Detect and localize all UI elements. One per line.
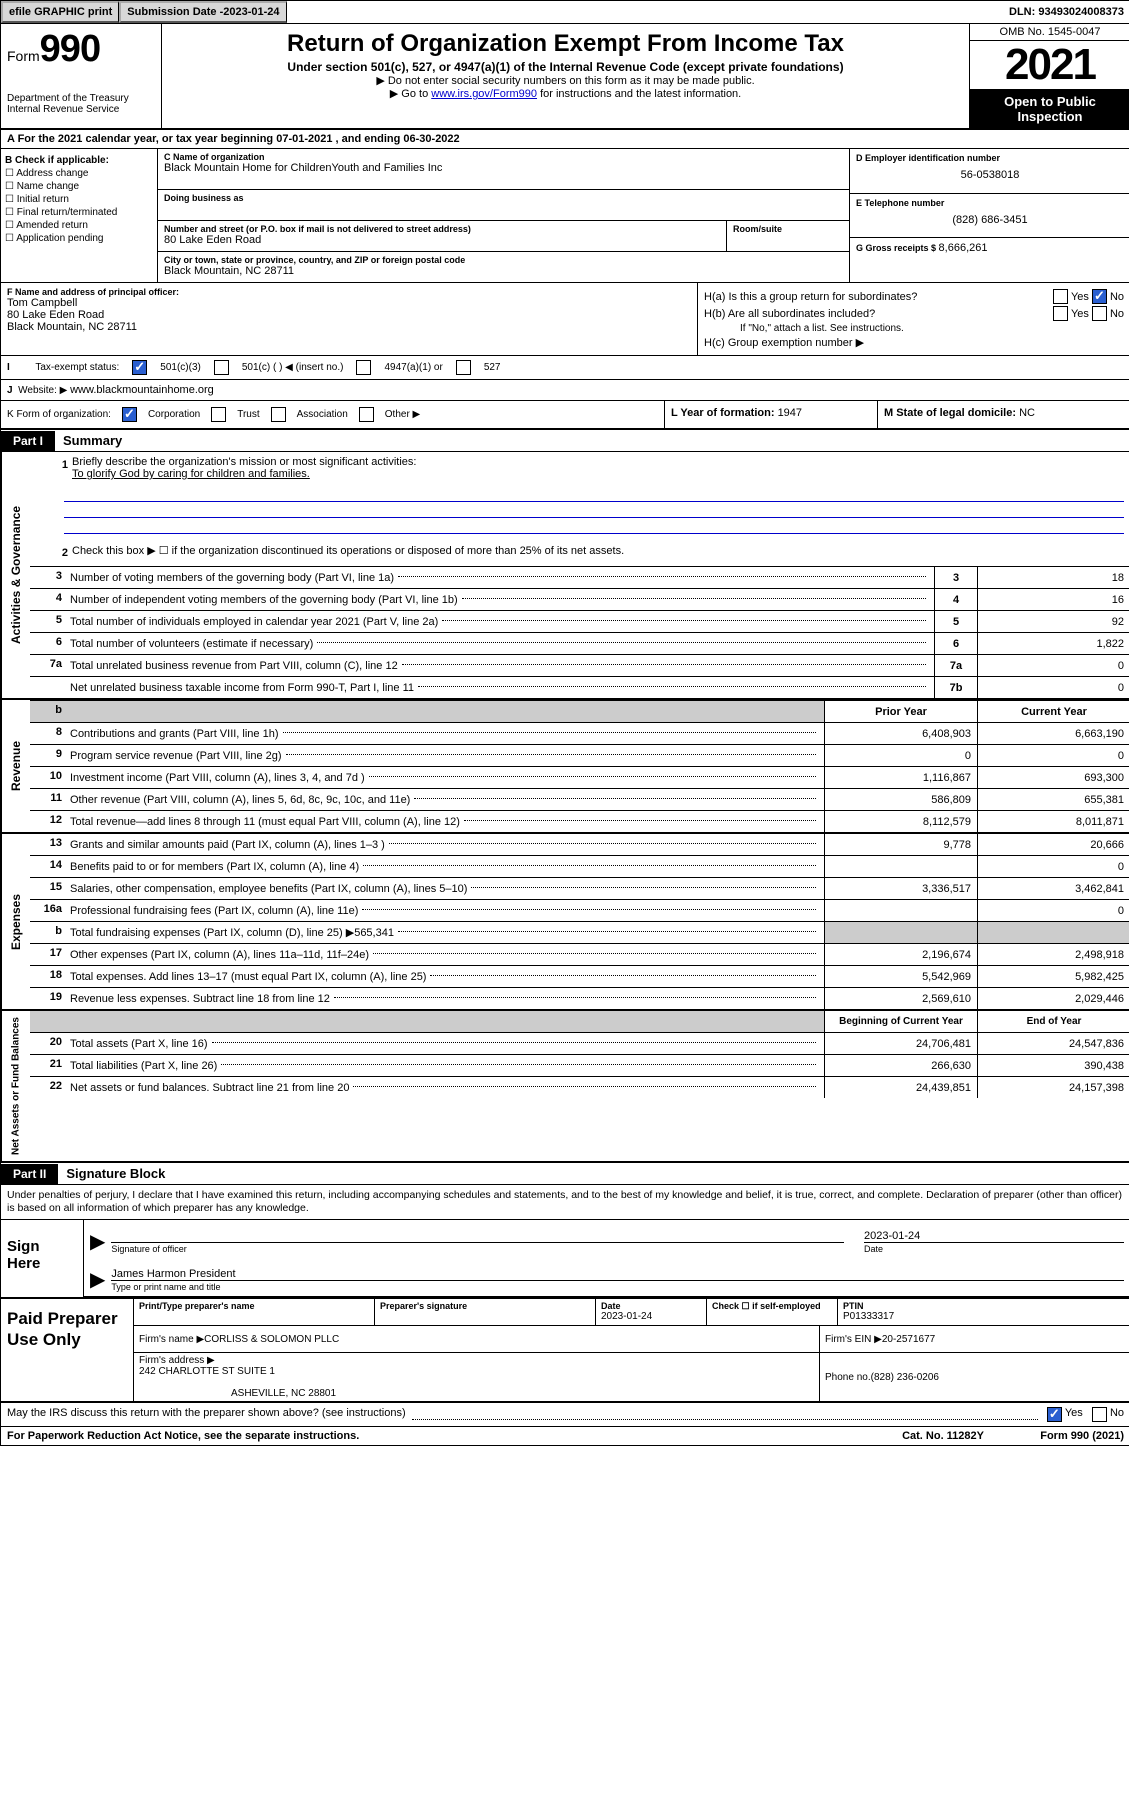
officer-name: Tom Campbell (7, 297, 691, 309)
summary-line: 17Other expenses (Part IX, column (A), l… (30, 944, 1129, 966)
summary-line: 20Total assets (Part X, line 16)24,706,4… (30, 1033, 1129, 1055)
signature-date: 2023-01-24 (864, 1230, 1124, 1242)
discuss-row: May the IRS discuss this return with the… (1, 1403, 1129, 1426)
efile-print-button[interactable]: efile GRAPHIC print (1, 1, 119, 23)
preparer-date: 2023-01-24 (601, 1311, 701, 1322)
summary-line: 11Other revenue (Part VIII, column (A), … (30, 789, 1129, 811)
section-net-assets: Net Assets or Fund Balances Beginning of… (1, 1011, 1129, 1163)
row-i: I Tax-exempt status: 501(c)(3) 501(c) ( … (1, 356, 1129, 380)
department-label: Department of the Treasury Internal Reve… (7, 93, 155, 115)
year-of-formation: 1947 (778, 407, 802, 419)
part1-header: Part I Summary (1, 430, 1129, 452)
organization-name: Black Mountain Home for ChildrenYouth an… (164, 162, 843, 174)
501c3-checkbox[interactable] (132, 360, 147, 375)
summary-line: 13Grants and similar amounts paid (Part … (30, 834, 1129, 856)
form-990-page: efile GRAPHIC print Submission Date - 20… (0, 0, 1129, 1446)
section-expenses: Expenses 13Grants and similar amounts pa… (1, 834, 1129, 1011)
firm-phone: (828) 236-0206 (871, 1372, 939, 1383)
part2-header: Part II Signature Block (1, 1163, 1129, 1185)
goto-notice: ▶ Go to www.irs.gov/Form990 for instruct… (170, 87, 961, 100)
tax-year-begin: 07-01-2021 (276, 133, 332, 145)
summary-line: 21Total liabilities (Part X, line 26)266… (30, 1055, 1129, 1077)
street-address: 80 Lake Eden Road (164, 234, 720, 246)
summary-line: 5Total number of individuals employed in… (30, 611, 1129, 633)
form-title: Return of Organization Exempt From Incom… (170, 30, 961, 58)
form-number: Form990 (7, 28, 155, 71)
omb-number: OMB No. 1545-0047 (970, 24, 1129, 41)
summary-line: 7aTotal unrelated business revenue from … (30, 655, 1129, 677)
irs-link[interactable]: www.irs.gov/Form990 (431, 88, 537, 100)
catalog-number: Cat. No. 11282Y (902, 1430, 984, 1442)
tax-year: 2021 (970, 41, 1129, 90)
dln-value: DLN: 93493024008373 (1003, 1, 1129, 23)
summary-line: bTotal fundraising expenses (Part IX, co… (30, 922, 1129, 944)
summary-line: Net unrelated business taxable income fr… (30, 677, 1129, 698)
city-state-zip: Black Mountain, NC 28711 (164, 265, 843, 277)
row-f-h: F Name and address of principal officer:… (1, 283, 1129, 356)
ha-no-checkbox[interactable] (1092, 289, 1107, 304)
state-domicile: NC (1019, 407, 1035, 419)
firm-name: CORLISS & SOLOMON PLLC (204, 1334, 339, 1345)
form-header: Form990 Department of the Treasury Inter… (1, 24, 1129, 130)
summary-line: 9Program service revenue (Part VIII, lin… (30, 745, 1129, 767)
submission-date-value: 2023-01-24 (223, 6, 279, 18)
corporation-checkbox[interactable] (122, 407, 137, 422)
summary-line: 4Number of independent voting members of… (30, 589, 1129, 611)
firm-address: 242 CHARLOTTE ST SUITE 1 (139, 1366, 814, 1377)
section-identity: B Check if applicable: ☐ Address change … (1, 149, 1129, 283)
summary-line: 3Number of voting members of the governi… (30, 567, 1129, 589)
signature-block: Under penalties of perjury, I declare th… (1, 1185, 1129, 1299)
section-activities-governance: Activities & Governance 1 Briefly descri… (1, 452, 1129, 700)
paid-preparer-block: Paid Preparer Use Only Print/Type prepar… (1, 1299, 1129, 1403)
footer: For Paperwork Reduction Act Notice, see … (1, 1426, 1129, 1445)
summary-line: 8Contributions and grants (Part VIII, li… (30, 723, 1129, 745)
top-bar: efile GRAPHIC print Submission Date - 20… (1, 1, 1129, 24)
section-revenue: Revenue b Prior Year Current Year 8Contr… (1, 700, 1129, 834)
gross-receipts: 8,666,261 (939, 242, 988, 254)
submission-date-button[interactable]: Submission Date - 2023-01-24 (119, 1, 286, 23)
submission-date-label: Submission Date - (127, 6, 223, 18)
form-subtitle: Under section 501(c), 527, or 4947(a)(1)… (170, 60, 961, 74)
summary-line: 18Total expenses. Add lines 13–17 (must … (30, 966, 1129, 988)
firm-ein: 20-2571677 (882, 1334, 935, 1345)
mission-statement: To glorify God by caring for children an… (72, 468, 310, 480)
open-to-public: Open to Public Inspection (970, 90, 1129, 128)
ein-value: 56-0538018 (856, 169, 1124, 181)
row-k-l-m: K Form of organization: Corporation Trus… (1, 401, 1129, 430)
summary-line: 12Total revenue—add lines 8 through 11 (… (30, 811, 1129, 832)
summary-line: 15Salaries, other compensation, employee… (30, 878, 1129, 900)
officer-name-title: James Harmon President (111, 1268, 1124, 1280)
phone-value: (828) 686-3451 (856, 214, 1124, 226)
summary-line: 10Investment income (Part VIII, column (… (30, 767, 1129, 789)
row-j: J Website: ▶ www.blackmountainhome.org (1, 380, 1129, 401)
form-footer: Form 990 (2021) (984, 1430, 1124, 1442)
column-b-checkboxes: B Check if applicable: ☐ Address change … (1, 149, 158, 282)
summary-line: 14Benefits paid to or for members (Part … (30, 856, 1129, 878)
summary-line: 19Revenue less expenses. Subtract line 1… (30, 988, 1129, 1009)
website-value: www.blackmountainhome.org (70, 384, 214, 396)
ptin-value: P01333317 (843, 1311, 1125, 1322)
ssn-notice: ▶ Do not enter social security numbers o… (170, 74, 961, 87)
summary-line: 16aProfessional fundraising fees (Part I… (30, 900, 1129, 922)
row-a-tax-year: A For the 2021 calendar year, or tax yea… (1, 130, 1129, 149)
tax-year-end: 06-30-2022 (403, 133, 459, 145)
discuss-yes-checkbox[interactable] (1047, 1407, 1062, 1422)
summary-line: 6Total number of volunteers (estimate if… (30, 633, 1129, 655)
summary-line: 22Net assets or fund balances. Subtract … (30, 1077, 1129, 1098)
